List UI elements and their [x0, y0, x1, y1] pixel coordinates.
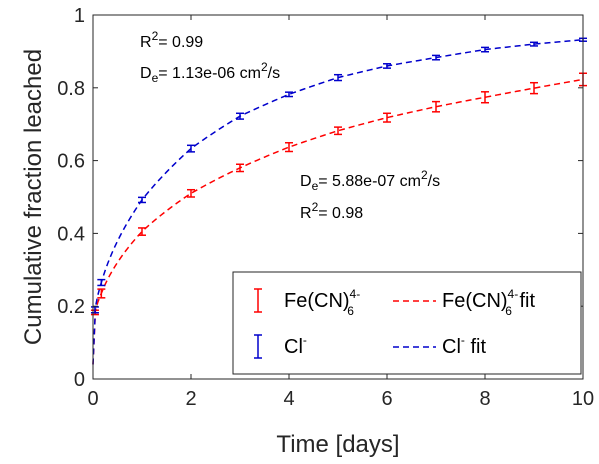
error-bar-fe: [236, 163, 244, 173]
x-tick-label: 8: [479, 388, 490, 410]
error-bar-fe: [383, 112, 391, 123]
legend-box: [232, 271, 582, 375]
legend-label-fe: Fe(CN)4-6: [284, 287, 360, 318]
error-bar-cl: [187, 144, 195, 153]
legend-label-cl-fit: Cl- fit: [442, 333, 486, 358]
error-bar-fe: [285, 142, 293, 153]
y-tick-label: 1: [74, 5, 85, 27]
y-tick-label: 0: [74, 369, 85, 391]
error-bar-cl: [236, 112, 244, 120]
x-tick-label: 6: [381, 388, 392, 410]
legend-marker-fe: [254, 288, 262, 313]
error-bar-cl: [90, 306, 99, 314]
x-tick-label: 2: [185, 388, 196, 410]
error-bar-cl: [97, 278, 106, 287]
legend-label-cl: Cl-: [284, 333, 307, 358]
y-tick-label: 0.2: [57, 296, 85, 318]
annotation-cl-r2: R2= 0.99: [140, 29, 203, 51]
error-bar-cl: [334, 73, 342, 82]
x-tick-label: 4: [283, 388, 294, 410]
error-bar-fe: [138, 227, 146, 236]
annotation-fe-de: De= 5.88e-07 cm2/s: [300, 168, 440, 193]
error-bar-fe: [334, 126, 342, 136]
error-bar-fe: [97, 288, 106, 299]
y-tick-label: 0.6: [57, 151, 85, 173]
plot-area-frame: [92, 14, 584, 380]
legend: Fe(CN)4-6 Fe(CN)4-6 fit Cl- Cl- fit: [232, 271, 582, 375]
error-bar-fe: [187, 188, 195, 198]
error-bar-cl: [432, 54, 440, 61]
error-bar-fe: [530, 81, 538, 95]
annotation-cl-de: De= 1.13e-06 cm2/s: [140, 60, 280, 85]
x-tick-label: 10: [572, 388, 594, 410]
x-tick-label: 0: [87, 388, 98, 410]
error-bar-cl: [481, 46, 489, 53]
error-bar-cl: [285, 91, 293, 98]
error-bar-cl: [138, 196, 146, 204]
axis-ticks: 0 2 4 6 8 10 0 0.2 0.4 0.6 0.8 1: [57, 5, 594, 410]
error-bar-fe: [432, 100, 440, 113]
error-bar-cl: [530, 41, 538, 47]
y-tick-label: 0.8: [57, 78, 85, 100]
x-axis-label: Time [days]: [276, 431, 399, 458]
annotation-fe-r2: R2= 0.98: [300, 200, 363, 222]
error-bar-fe: [481, 91, 489, 104]
y-axis-label: Cumulative fraction leached: [20, 49, 47, 345]
error-bars: [90, 37, 587, 316]
legend-marker-cl: [254, 334, 262, 359]
error-bar-cl: [383, 63, 391, 69]
y-tick-label: 0.4: [57, 223, 85, 245]
legend-label-fe-fit: Fe(CN)4-6 fit: [442, 287, 535, 318]
